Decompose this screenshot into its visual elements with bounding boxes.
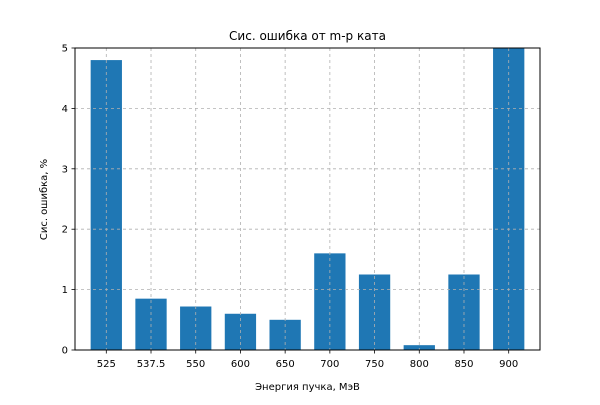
y-tick-label: 2 — [62, 225, 68, 236]
x-tick-label: 750 — [365, 359, 384, 370]
y-tick-label: 4 — [62, 104, 68, 115]
x-tick-label: 700 — [320, 359, 339, 370]
y-tick-label: 5 — [62, 44, 68, 55]
grid-lines — [75, 48, 540, 350]
y-tick-label: 1 — [62, 285, 68, 296]
x-tick-label: 850 — [454, 359, 473, 370]
axis-ticks: 525 537.5 550 600 650 700 750 800 850 900 0 1 2 3 4 5 — [62, 44, 519, 371]
x-tick-label: 525 — [97, 359, 116, 370]
chart-title: Сис. ошибка от m-p ката — [229, 29, 386, 43]
plot-area-frame — [74, 47, 541, 351]
x-tick-label: 650 — [276, 359, 295, 370]
x-tick-label: 537.5 — [137, 359, 166, 370]
x-tick-label: 800 — [410, 359, 429, 370]
x-tick-label: 900 — [499, 359, 518, 370]
y-tick-label: 0 — [62, 346, 68, 357]
x-axis-label: Энергия пучка, МэВ — [255, 382, 360, 393]
x-tick-label: 600 — [231, 359, 250, 370]
x-tick-label: 550 — [186, 359, 205, 370]
bar — [403, 345, 435, 350]
y-tick-label: 3 — [62, 164, 68, 175]
y-axis-label: Сис. ошибка, % — [39, 159, 50, 240]
